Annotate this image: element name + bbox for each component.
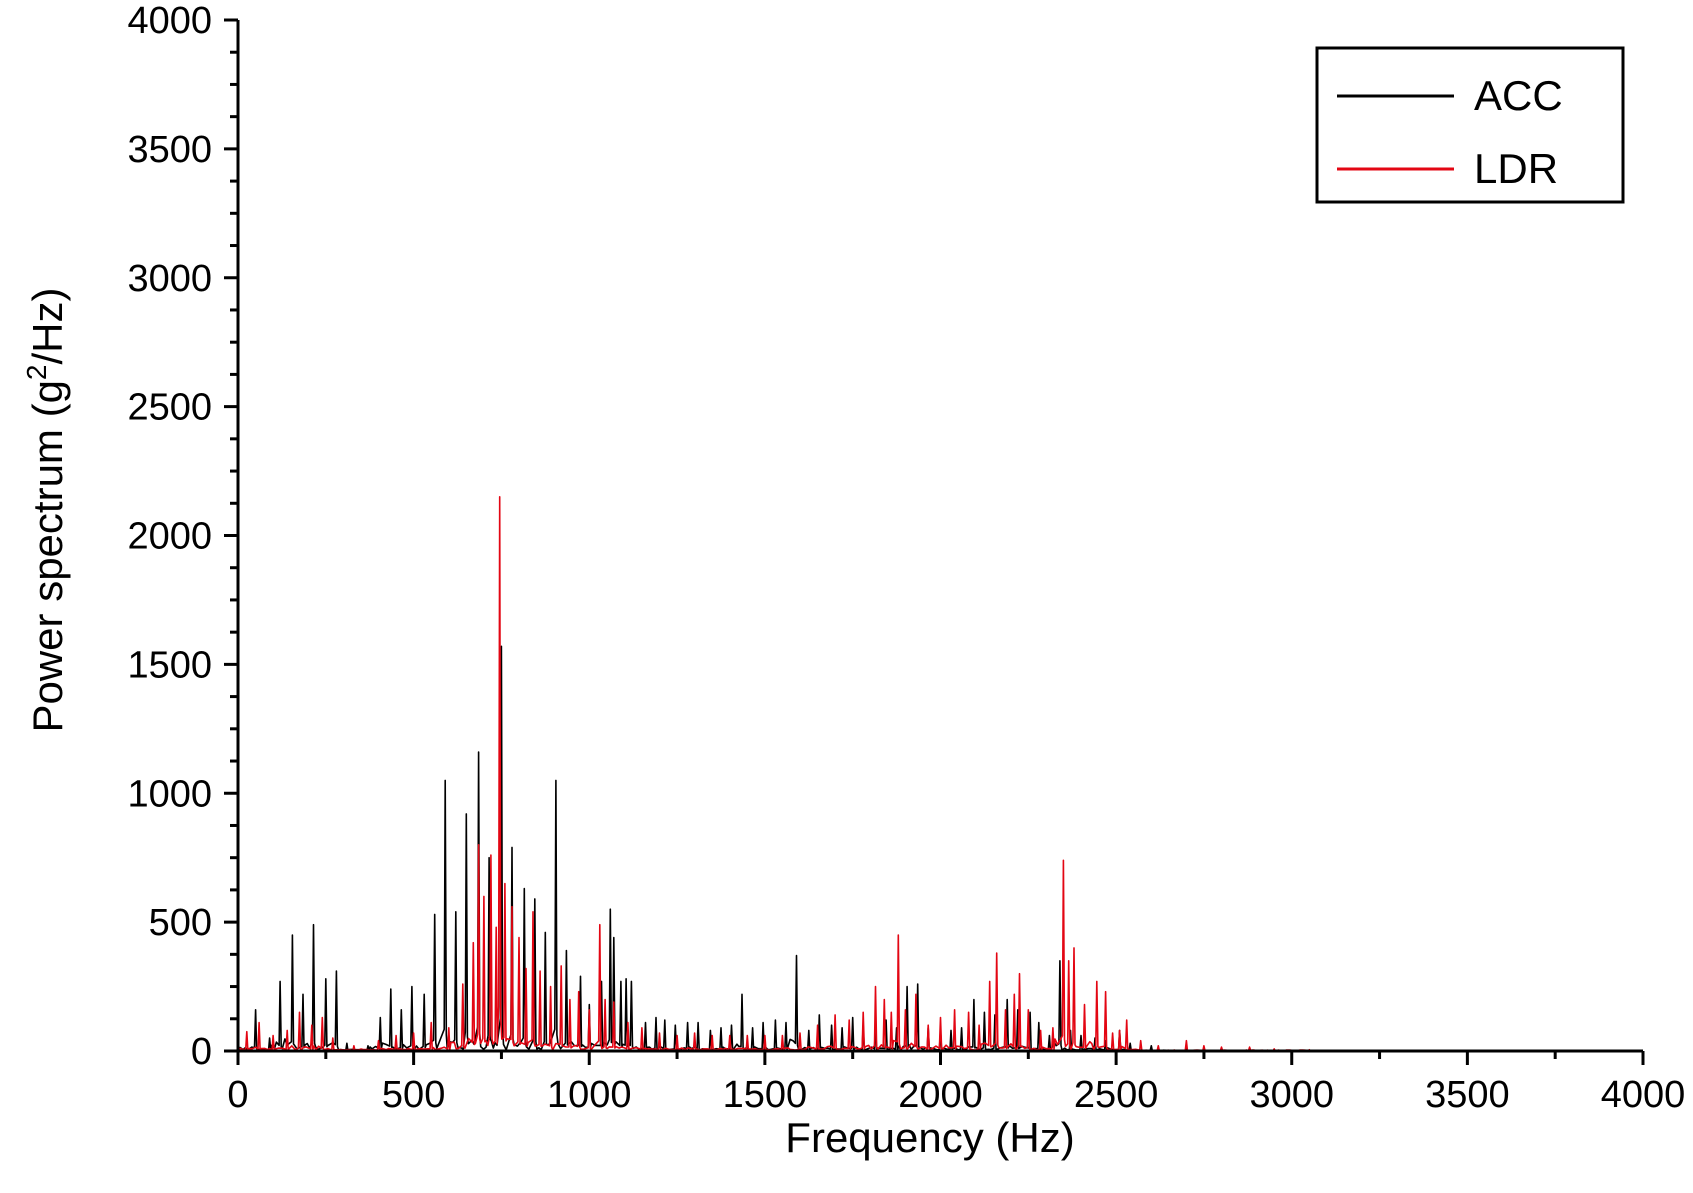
x-tick-label: 500: [382, 1074, 445, 1116]
legend-label-ldr: LDR: [1474, 145, 1558, 192]
y-axis-title-suffix: /Hz): [24, 287, 71, 364]
legend: ACC LDR: [1315, 46, 1625, 204]
x-tick-label: 2000: [898, 1074, 983, 1116]
y-tick-label: 0: [191, 1031, 212, 1073]
x-tick-label: 1500: [723, 1074, 808, 1116]
x-tick-label: 4000: [1601, 1074, 1686, 1116]
x-tick-label: 0: [227, 1074, 248, 1116]
x-tick-label: 1000: [547, 1074, 632, 1116]
plot-area: [237, 496, 1643, 1052]
y-tick-label: 2000: [127, 516, 212, 558]
y-tick-label: 3000: [127, 258, 212, 300]
y-axis-title-prefix: Power spectrum (g: [24, 380, 71, 732]
series-line-ldr: [237, 496, 1643, 1052]
legend-label-acc: ACC: [1474, 72, 1563, 119]
y-axis-title-superscript: 2: [21, 364, 52, 380]
x-tick-label: 3500: [1425, 1074, 1510, 1116]
tick-layer: 0 500 1000 1500 2000 2500 3000 3500 4000 0 500 1000…: [127, 0, 1685, 1116]
series-line-acc: [237, 645, 1643, 1052]
y-tick-label: 500: [149, 902, 212, 944]
x-tick-label: 2500: [1074, 1074, 1159, 1116]
y-tick-label: 1000: [127, 773, 212, 815]
y-tick-label: 2500: [127, 387, 212, 429]
series-layer: [237, 496, 1643, 1052]
y-tick-label: 1500: [127, 644, 212, 686]
y-axis-title: Power spectrum (g2/Hz): [21, 287, 71, 732]
x-tick-label: 3000: [1249, 1074, 1334, 1116]
y-tick-label: 4000: [127, 0, 212, 42]
x-axis-title: Frequency (Hz): [785, 1114, 1074, 1161]
legend-box: [1315, 46, 1625, 204]
y-tick-label: 3500: [127, 129, 212, 171]
